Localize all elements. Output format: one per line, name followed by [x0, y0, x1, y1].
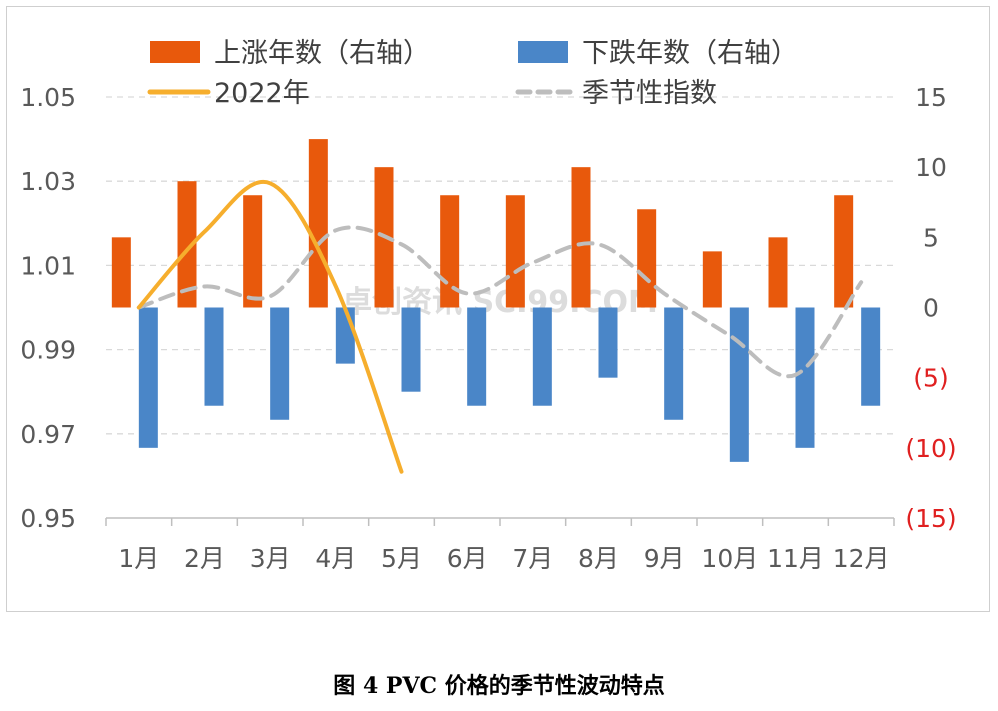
bar-down-2 — [204, 307, 224, 406]
bar-up-12 — [834, 195, 854, 308]
right-tick-label: 5 — [923, 223, 939, 252]
right-tick-label: (15) — [905, 504, 956, 533]
legend-swatch-2 — [518, 41, 568, 63]
bar-down-4 — [335, 307, 355, 364]
bar-down-10 — [729, 307, 749, 462]
bar-up-11 — [768, 237, 788, 308]
category-label: 3月 — [250, 544, 291, 573]
category-label: 7月 — [512, 544, 553, 573]
legend-label-2: 下跌年数（右轴） — [582, 38, 798, 69]
bar-up-3 — [243, 195, 263, 308]
figure-caption: 图 4 PVC 价格的季节性波动特点 — [333, 673, 665, 699]
pvc-seasonality-chart: 卓创资讯 SCI99.COM 0.950.970.991.011.031.05(… — [20, 38, 956, 573]
left-tick-label: 1.01 — [20, 251, 76, 280]
right-tick-label: 0 — [923, 294, 939, 323]
lines — [136, 179, 864, 474]
legend-swatch-1 — [150, 41, 200, 63]
bar-down-12 — [861, 307, 881, 406]
left-tick-label: 0.95 — [20, 504, 76, 533]
bar-down-9 — [664, 307, 684, 420]
category-label: 12月 — [833, 544, 890, 573]
bar-up-2 — [177, 181, 197, 308]
bar-up-9 — [637, 209, 657, 308]
right-tick-label: (5) — [913, 364, 948, 393]
bars — [111, 139, 881, 462]
left-tick-label: 0.99 — [20, 336, 76, 365]
category-label: 8月 — [578, 544, 619, 573]
bar-down-8 — [598, 307, 618, 378]
category-label: 11月 — [767, 544, 824, 573]
category-label: 2月 — [184, 544, 225, 573]
bar-up-4 — [308, 139, 328, 308]
bar-down-1 — [138, 307, 158, 448]
bar-down-3 — [270, 307, 290, 420]
axes: 0.95 0.97 0.99 1.01 1.03 1.05 (15) (10) (5) 0 5 10 1… — [20, 83, 956, 573]
line-2022 — [136, 179, 404, 474]
seasonal-index-line — [136, 225, 864, 379]
category-label: 10月 — [701, 544, 758, 573]
bar-down-7 — [532, 307, 552, 406]
left-tick-label: 1.05 — [20, 83, 76, 112]
legend-label-1: 上涨年数（右轴） — [214, 38, 430, 69]
bar-up-10 — [702, 251, 722, 308]
chart-frame — [6, 6, 990, 612]
left-tick-label: 1.03 — [20, 167, 76, 196]
bar-up-8 — [571, 167, 591, 308]
category-label: 4月 — [315, 544, 356, 573]
legend-label-3: 2022年 — [214, 78, 310, 109]
legend: 上涨年数（右轴） 下跌年数（右轴） 2022年 季节性指数 — [147, 38, 798, 109]
bar-down-6 — [467, 307, 487, 406]
bar-down-5 — [401, 307, 421, 392]
right-tick-label: (10) — [905, 434, 956, 463]
legend-label-4: 季节性指数 — [582, 78, 717, 109]
category-label: 9月 — [644, 544, 685, 573]
category-label: 1月 — [118, 544, 159, 573]
right-tick-label: 10 — [915, 153, 947, 182]
bar-up-1 — [111, 237, 131, 308]
bar-up-7 — [505, 195, 525, 308]
category-label: 6月 — [447, 544, 488, 573]
category-label: 5月 — [381, 544, 422, 573]
right-tick-label: 15 — [915, 83, 947, 112]
bar-down-11 — [795, 307, 815, 448]
left-tick-label: 0.97 — [20, 420, 76, 449]
